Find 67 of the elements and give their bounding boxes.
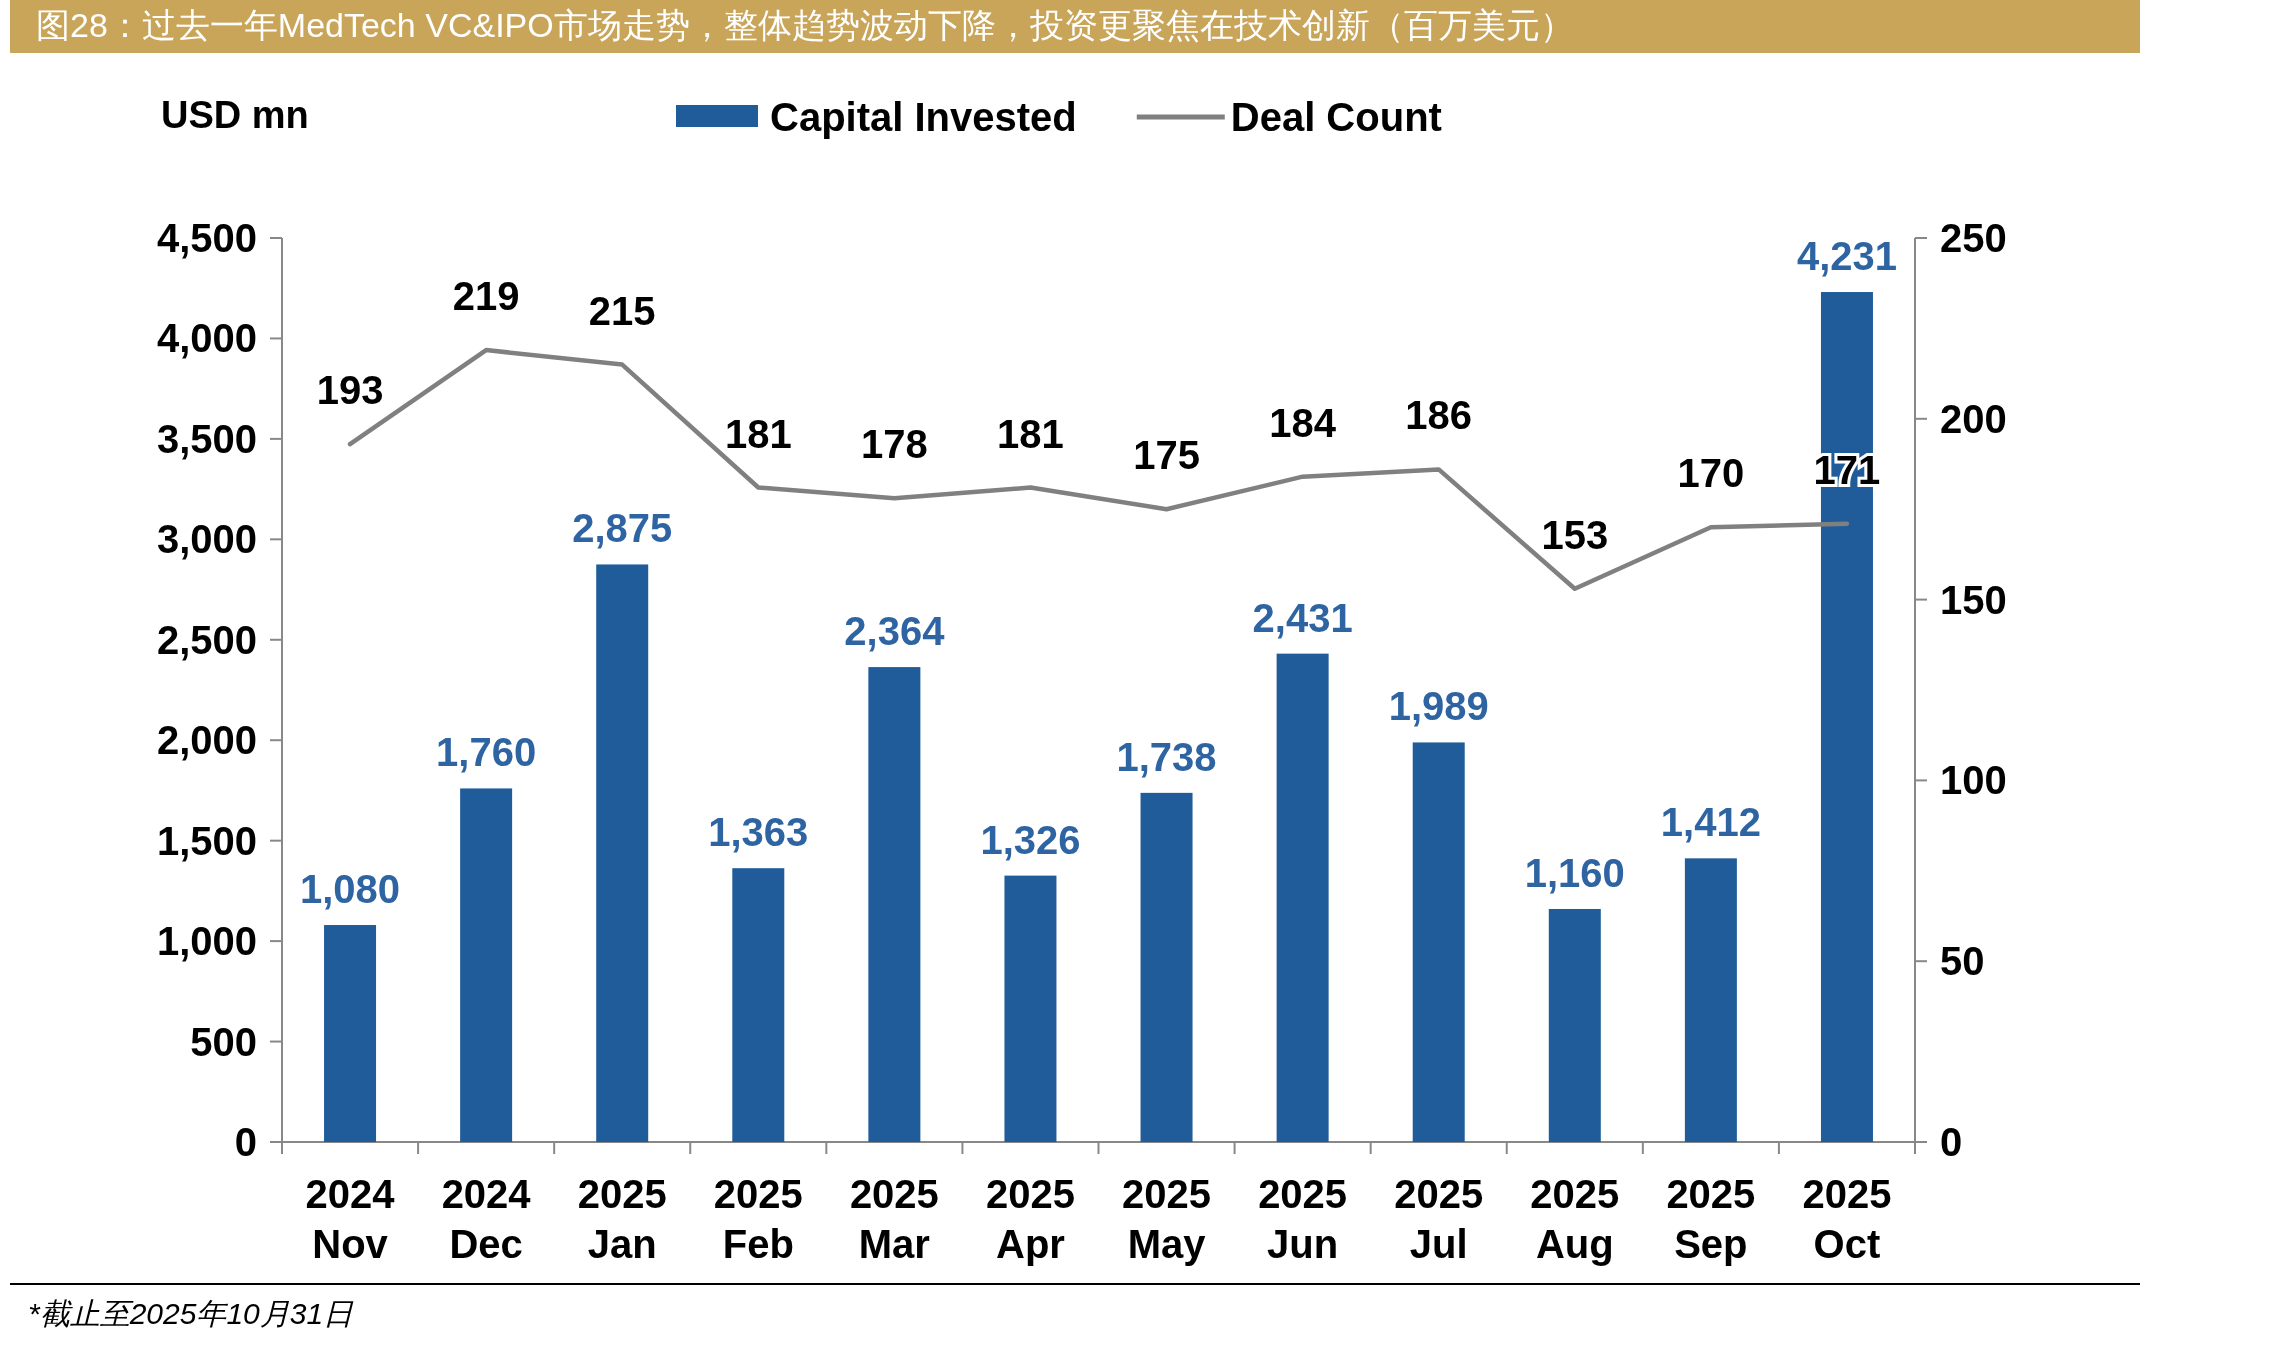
bar bbox=[1140, 792, 1193, 1142]
data-label: 1,363 bbox=[708, 810, 809, 855]
x-tick-label: 2025 Oct bbox=[1802, 1172, 1892, 1266]
data-label: 1,080 bbox=[299, 867, 401, 912]
y-tick-label: 3,000 bbox=[156, 517, 257, 562]
data-label: 2,431 bbox=[1252, 595, 1353, 640]
y2-tick-label: 100 bbox=[1940, 758, 2007, 803]
y-tick-label: 3,500 bbox=[156, 416, 257, 461]
x-tick-label: 2025 Feb bbox=[713, 1172, 803, 1266]
bar bbox=[596, 564, 649, 1142]
data-label: 1,412 bbox=[1660, 800, 1761, 845]
y-tick-label: 2,000 bbox=[156, 718, 257, 763]
legend-label: Capital Invested bbox=[770, 95, 1077, 139]
bar bbox=[1684, 858, 1737, 1142]
data-label: 178 bbox=[861, 422, 928, 467]
y-tick-label: 4,500 bbox=[156, 216, 257, 260]
y-tick-label: 1,000 bbox=[156, 919, 257, 964]
bar bbox=[1412, 742, 1465, 1142]
x-tick-label: 2025 Mar bbox=[849, 1172, 939, 1266]
y2-tick-label: 0 bbox=[1940, 1120, 1963, 1164]
bar bbox=[732, 868, 785, 1142]
data-label: 1,738 bbox=[1116, 734, 1217, 779]
data-label: 2,875 bbox=[572, 506, 673, 551]
data-label: 1,326 bbox=[980, 817, 1081, 862]
y-tick-label: 1,500 bbox=[156, 818, 257, 863]
x-tick-label: 2025 May bbox=[1122, 1172, 1212, 1266]
data-label: 175 bbox=[1133, 433, 1200, 478]
data-label: 1,760 bbox=[436, 730, 537, 775]
data-label: 181 bbox=[724, 411, 792, 456]
data-label: 193 bbox=[316, 368, 384, 413]
x-tick-label: 2025 Apr bbox=[985, 1172, 1075, 1266]
bar bbox=[868, 667, 921, 1142]
bar bbox=[1004, 875, 1057, 1142]
bar bbox=[324, 925, 377, 1142]
data-label: 2,364 bbox=[844, 609, 946, 654]
bar bbox=[1276, 653, 1329, 1142]
x-tick-label: 2025 Jul bbox=[1394, 1172, 1484, 1266]
x-tick-label: 2024 Dec bbox=[441, 1172, 532, 1266]
data-label: 181 bbox=[997, 411, 1064, 456]
data-label: 1,160 bbox=[1524, 850, 1625, 895]
data-label: 215 bbox=[588, 288, 656, 333]
x-tick-label: 2025 Aug bbox=[1530, 1172, 1620, 1266]
data-label: 1,989 bbox=[1388, 684, 1489, 729]
x-tick-label: 2025 Jan bbox=[577, 1172, 667, 1266]
data-label: 4,231 bbox=[1796, 234, 1898, 279]
y-tick-label: 0 bbox=[234, 1120, 257, 1164]
data-label: 219 bbox=[452, 274, 520, 319]
y2-tick-label: 250 bbox=[1940, 216, 2007, 260]
y2-tick-label: 50 bbox=[1940, 939, 1985, 984]
x-tick-label: 2025 Sep bbox=[1666, 1172, 1756, 1266]
data-label: 184 bbox=[1269, 400, 1337, 445]
x-tick-label: 2025 Jun bbox=[1258, 1172, 1348, 1266]
chart-title: 图28：过去一年MedTech VC&IPO市场走势，整体趋势波动下降，投资更聚焦在技术创新（百万美元） bbox=[36, 6, 1574, 44]
data-label: 186 bbox=[1405, 393, 1473, 438]
x-tick-label: 2024 Nov bbox=[305, 1172, 396, 1266]
y-tick-label: 4,000 bbox=[156, 316, 257, 361]
y-axis-title: USD mn bbox=[161, 94, 309, 136]
y-tick-label: 2,500 bbox=[156, 617, 257, 662]
bar bbox=[1548, 908, 1601, 1142]
y2-tick-label: 200 bbox=[1940, 396, 2007, 441]
text: *截止至2025年10月31日 bbox=[28, 1297, 355, 1330]
bar bbox=[460, 788, 513, 1142]
y2-tick-label: 150 bbox=[1940, 577, 2007, 622]
data-label: 153 bbox=[1541, 512, 1609, 557]
y-tick-label: 500 bbox=[190, 1019, 257, 1064]
data-label: 170 bbox=[1677, 451, 1745, 496]
legend-label: Deal Count bbox=[1230, 95, 1442, 139]
